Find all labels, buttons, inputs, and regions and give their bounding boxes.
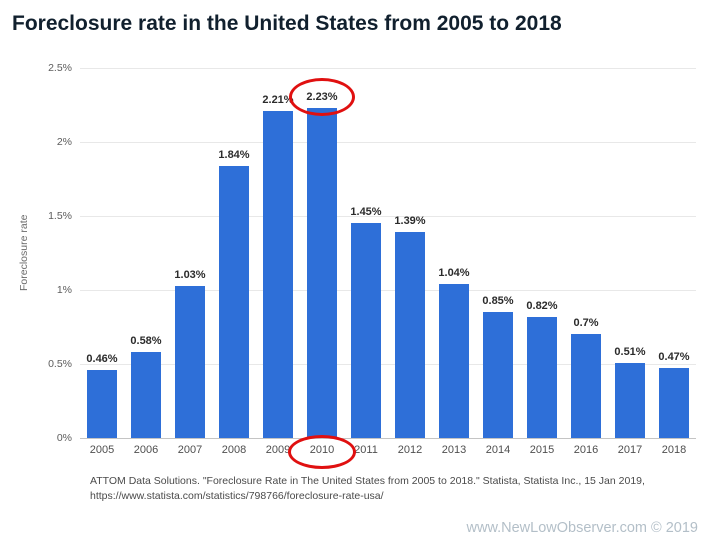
bar-value-label: 1.84% <box>218 148 250 161</box>
x-axis: 2005 2006 2007 2008 2009 2010 2011 2012 2013 2014… <box>80 444 696 462</box>
bar <box>659 368 689 438</box>
bar <box>175 285 205 438</box>
x-axis-label: 2011 <box>354 444 378 456</box>
gridline <box>80 363 696 365</box>
plot-area: 0.46% 0.58% 1.03% 1.84% 2.21% 2.23% 1.45% 1.39%… <box>80 67 696 439</box>
bar <box>571 334 601 438</box>
bar-value-label: 1.45% <box>350 206 382 219</box>
bar-value-label: 0.51% <box>614 345 646 358</box>
y-axis-tick-label: 1% <box>56 283 72 296</box>
x-axis-label: 2009 <box>265 444 291 456</box>
y-axis-tick-label: 2% <box>56 135 72 148</box>
x-axis-label: 2007 <box>177 444 203 456</box>
y-axis-tick-label: 1.5% <box>48 209 72 222</box>
x-axis-label: 2016 <box>573 444 599 456</box>
bar-value-label: 2.21% <box>262 93 294 106</box>
bar-value-label: 1.39% <box>394 215 426 228</box>
gridline <box>80 141 696 143</box>
bar-value-label: 0.7% <box>573 317 599 330</box>
bar <box>527 316 557 438</box>
gridline <box>80 289 696 291</box>
bar <box>87 369 117 438</box>
watermark: www.NewLowObserver.com © 2019 <box>466 520 699 536</box>
x-axis-label: 2018 <box>661 444 687 456</box>
page-title: Foreclosure rate in the United States fr… <box>12 12 562 35</box>
bar <box>439 284 469 438</box>
bar-value-label: 1.03% <box>174 268 206 281</box>
y-axis-tick-label: 0.5% <box>48 357 72 370</box>
bar-value-label: 0.85% <box>482 295 514 308</box>
bar <box>131 352 161 438</box>
gridline <box>80 215 696 217</box>
y-axis-tick-label: 2.5% <box>48 61 72 74</box>
gridline <box>80 437 696 439</box>
x-axis-label: 2017 <box>617 444 643 456</box>
y-axis-title: Foreclosure rate <box>18 214 30 292</box>
bar-value-label: 1.04% <box>438 267 470 280</box>
bar-value-label: 0.58% <box>130 335 162 348</box>
source-citation: ATTOM Data Solutions. "Foreclosure Rate … <box>90 474 710 503</box>
source-citation-line2: https://www.statista.com/statistics/7987… <box>90 489 384 502</box>
x-axis-label: 2010 <box>309 444 335 456</box>
x-axis-label: 2006 <box>133 444 159 456</box>
bar-value-label: 0.46% <box>86 352 118 365</box>
gridline <box>80 67 696 69</box>
bar <box>483 312 513 438</box>
x-axis-label: 2014 <box>485 444 511 456</box>
bar-chart: Foreclosure rate 0.46% 0.58% 1.03% 1.84% 2.2… <box>16 58 700 469</box>
x-axis-label: 2005 <box>89 444 115 456</box>
y-axis-tick-label: 0% <box>56 431 72 444</box>
bar <box>395 232 425 438</box>
x-axis-label: 2008 <box>221 444 247 456</box>
bar <box>351 223 381 438</box>
bar <box>307 107 337 438</box>
bar-value-label: 0.82% <box>526 299 558 312</box>
x-axis-label: 2015 <box>529 444 555 456</box>
bar-value-label: 2.23% <box>306 90 338 103</box>
bar <box>219 165 249 438</box>
x-axis-label: 2012 <box>397 444 423 456</box>
bar <box>263 110 293 438</box>
source-citation-line1: ATTOM Data Solutions. "Foreclosure Rate … <box>90 475 645 487</box>
x-axis-label: 2013 <box>441 444 467 456</box>
bar-value-label: 0.47% <box>658 351 690 364</box>
bar <box>615 362 645 438</box>
